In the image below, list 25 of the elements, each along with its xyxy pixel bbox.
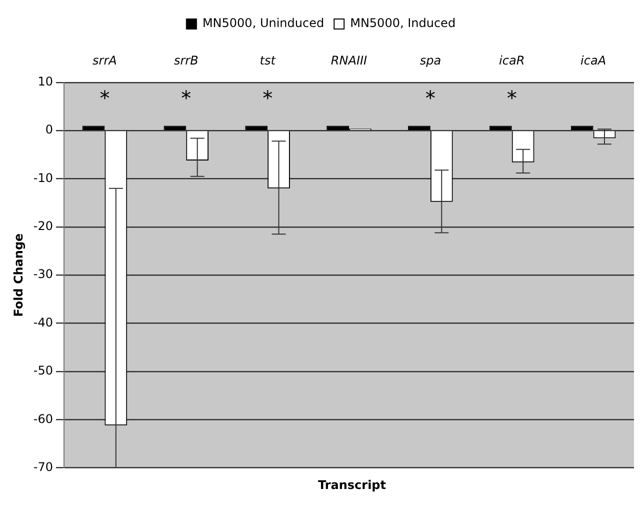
y-tick-label: -60 xyxy=(33,412,53,426)
x-tick-label: RNAIII xyxy=(330,53,368,68)
y-axis-title: Fold Change xyxy=(11,233,26,317)
y-tick-label: -50 xyxy=(33,364,53,378)
y-tick-label: 10 xyxy=(38,74,53,89)
x-tick-label: tst xyxy=(260,53,277,68)
data-label: * xyxy=(262,86,273,110)
x-tick-label: icaA xyxy=(580,53,606,68)
data-label: * xyxy=(506,86,517,110)
x-tick-label: srrA xyxy=(92,53,117,68)
legend-label: MN5000, Induced xyxy=(350,16,456,30)
x-tick-label: spa xyxy=(420,53,442,68)
x-axis-title: Transcript xyxy=(316,478,388,492)
y-tick-label: -70 xyxy=(33,460,53,474)
x-tick-label: srrB xyxy=(174,53,198,68)
y-tick-label: -30 xyxy=(33,267,53,282)
data-label: * xyxy=(181,86,192,110)
y-tick-label: 0 xyxy=(45,122,53,137)
y-tick-label: -20 xyxy=(33,219,53,234)
y-tick-label: -40 xyxy=(33,315,53,330)
y-tick-label: -10 xyxy=(33,170,53,185)
data-label: * xyxy=(100,86,110,110)
legend-label: MN5000, Uninduced xyxy=(202,16,324,30)
x-tick-label: icaR xyxy=(499,53,525,68)
data-label: * xyxy=(425,86,436,110)
